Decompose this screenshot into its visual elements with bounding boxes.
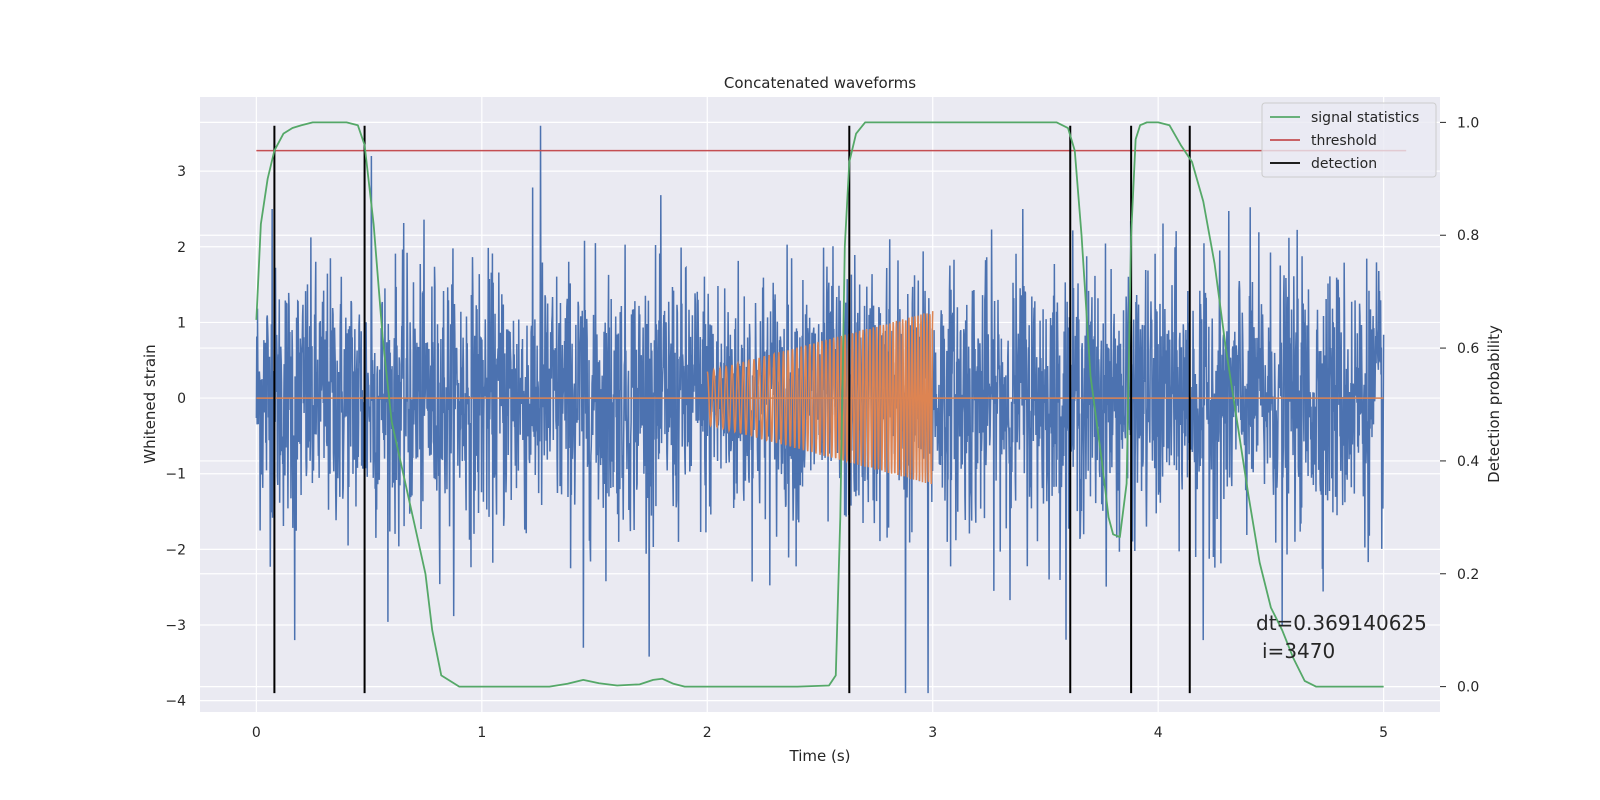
legend-label-signal-statistics: signal statistics bbox=[1311, 110, 1419, 126]
detection-lines bbox=[273, 125, 1191, 694]
signal-statistics-line bbox=[255, 121, 1384, 688]
injected-signal-chirp bbox=[706, 311, 934, 485]
x-tick-label: 2 bbox=[703, 725, 712, 741]
y-tick-label-right: 0.4 bbox=[1457, 454, 1479, 470]
y-tick-label-left: 2 bbox=[177, 240, 186, 256]
y-tick-label-left: 0 bbox=[177, 391, 186, 407]
noise-series bbox=[255, 125, 1385, 694]
y-tick-label-left: −2 bbox=[165, 542, 186, 558]
x-axis-label: Time (s) bbox=[789, 747, 851, 765]
legend-label-threshold: threshold bbox=[1311, 133, 1377, 149]
axes: 0 1 2 3 4 5 −4 −3 −2 −1 0 1 2 3 0.0 0.2 0.4 0.6 0.8 1.0 bbox=[165, 115, 1479, 741]
y-tick-label-left: 3 bbox=[177, 164, 186, 180]
y-tick-label-left: −1 bbox=[165, 467, 186, 483]
y-axis-label-left: Whitened strain bbox=[141, 344, 159, 463]
injected-signal-series bbox=[256, 311, 1384, 485]
y-tick-label-right: 0.6 bbox=[1457, 341, 1479, 357]
x-tick-label: 1 bbox=[477, 725, 486, 741]
annotation-dt: dt=0.369140625 bbox=[1256, 611, 1427, 635]
y-tick-label-right: 0.0 bbox=[1457, 680, 1479, 696]
x-tick-label: 4 bbox=[1154, 725, 1163, 741]
grid bbox=[200, 97, 1440, 712]
legend-frame bbox=[1261, 102, 1437, 178]
x-tick-label: 3 bbox=[928, 725, 937, 741]
y-tick-label-right: 1.0 bbox=[1457, 115, 1479, 131]
chart-title: Concatenated waveforms bbox=[724, 74, 916, 92]
y-tick-label-left: −4 bbox=[165, 694, 186, 710]
legend: signal statistics threshold detection bbox=[1261, 102, 1437, 178]
y-tick-label-right: 0.2 bbox=[1457, 567, 1479, 583]
annotation-index: i=3470 bbox=[1262, 639, 1335, 663]
y-tick-label-left: −3 bbox=[165, 618, 186, 634]
y-tick-label-left: 1 bbox=[177, 315, 186, 331]
y-axis-label-right: Detection probability bbox=[1485, 325, 1503, 483]
y-tick-label-right: 0.8 bbox=[1457, 228, 1479, 244]
x-tick-label: 0 bbox=[252, 725, 261, 741]
legend-label-detection: detection bbox=[1311, 156, 1377, 172]
signal-statistics-series bbox=[255, 121, 1384, 688]
x-tick-label: 5 bbox=[1379, 725, 1388, 741]
noise-line bbox=[255, 125, 1385, 694]
